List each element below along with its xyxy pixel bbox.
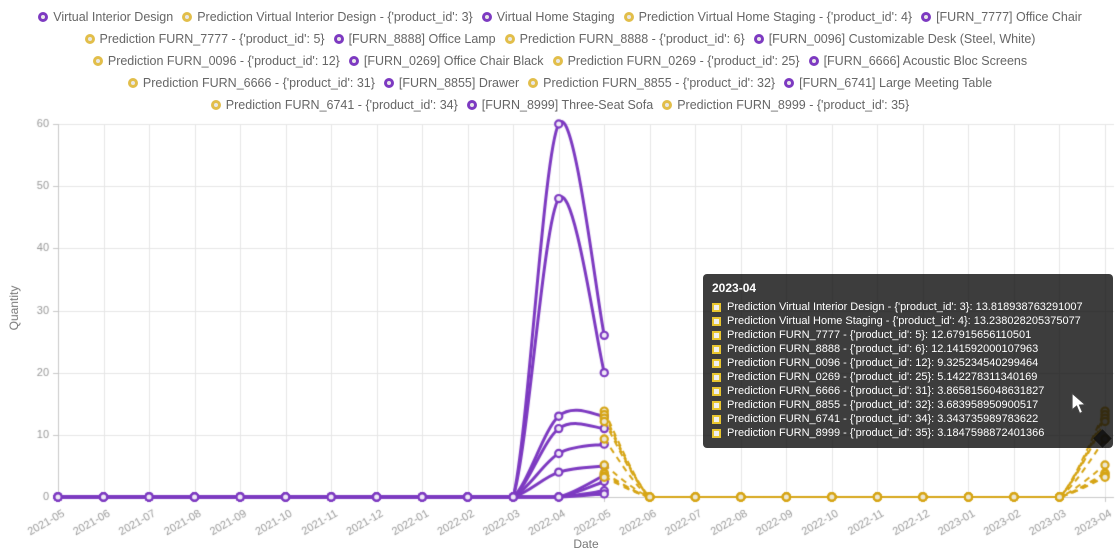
tooltip-row: Prediction Virtual Interior Design - {'p… (712, 300, 1104, 314)
legend-item[interactable]: Prediction Virtual Home Staging - {'prod… (623, 6, 913, 28)
legend-item-label: Virtual Home Staging (496, 10, 615, 24)
tooltip-row: Prediction FURN_8855 - {'product_id': 32… (712, 398, 1104, 412)
tooltip-row-text: Prediction FURN_8999 - {'product_id': 35… (727, 427, 1045, 439)
legend-item[interactable]: [FURN_6741] Large Meeting Table (784, 72, 992, 94)
tooltip-row-text: Prediction FURN_7777 - {'product_id': 5}… (727, 329, 1032, 341)
legend-item-label: Prediction FURN_7777 - {'product_id': 5} (99, 32, 325, 46)
legend-item[interactable]: Prediction FURN_8855 - {'product_id': 32… (528, 72, 775, 94)
legend-marker-circle-icon (504, 34, 515, 44)
tooltip-row: Prediction FURN_8999 - {'product_id': 35… (712, 426, 1104, 440)
legend-item-label: [FURN_6666] Acoustic Bloc Screens (823, 54, 1028, 68)
legend-item[interactable]: [FURN_8999] Three-Seat Sofa (466, 94, 654, 116)
legend-item-label: [FURN_0269] Office Chair Black (363, 54, 544, 68)
tooltip-row-text: Prediction FURN_8888 - {'product_id': 6}… (727, 343, 1039, 355)
legend-marker-circle-icon (333, 34, 344, 44)
legend-item[interactable]: [FURN_8888] Office Lamp (333, 28, 496, 50)
tooltip-series-color-chip (712, 344, 721, 354)
tooltip-row: Prediction FURN_6741 - {'product_id': 34… (712, 412, 1104, 426)
tooltip-row-text: Prediction FURN_0096 - {'product_id': 12… (727, 357, 1039, 369)
legend-marker-circle-icon (84, 34, 95, 44)
legend-item[interactable]: Virtual Home Staging (481, 6, 615, 28)
tooltip-series-color-chip (712, 414, 721, 424)
legend-marker-circle-icon (481, 12, 492, 22)
legend-marker-circle-icon (662, 100, 673, 110)
tooltip-series-color-chip (712, 330, 721, 340)
legend-item-label: Prediction FURN_0269 - {'product_id': 25… (567, 54, 800, 68)
chart-legend: Virtual Interior Design Prediction Virtua… (0, 6, 1120, 116)
tooltip-row-text: Prediction Virtual Interior Design - {'p… (727, 301, 1083, 313)
tooltip-series-color-chip (712, 358, 721, 368)
tooltip-title: 2023-04 (712, 281, 757, 295)
legend-marker-circle-icon (348, 56, 359, 66)
legend-item[interactable]: Prediction FURN_7777 - {'product_id': 5} (84, 28, 325, 50)
legend-item[interactable]: Virtual Interior Design (38, 6, 173, 28)
legend-item[interactable]: Prediction FURN_6666 - {'product_id': 31… (127, 72, 375, 94)
legend-item[interactable]: [FURN_8855] Drawer (383, 72, 520, 94)
tooltip-series-color-chip (712, 372, 721, 382)
legend-item-label: [FURN_6741] Large Meeting Table (799, 76, 993, 90)
tooltip-row: Prediction FURN_6666 - {'product_id': 31… (712, 384, 1104, 398)
legend-marker-circle-icon (753, 34, 764, 44)
legend-item-label: Prediction FURN_8855 - {'product_id': 32… (543, 76, 776, 90)
tooltip-series-color-chip (712, 428, 721, 438)
legend-marker-circle-icon (808, 56, 819, 66)
legend-item-label: [FURN_8888] Office Lamp (348, 32, 496, 46)
legend-marker-circle-icon (383, 78, 394, 88)
tooltip-series-color-chip (712, 316, 721, 326)
legend-item-label: Prediction FURN_8999 - {'product_id': 35… (677, 98, 910, 112)
legend-item[interactable]: Prediction FURN_6741 - {'product_id': 34… (210, 94, 458, 116)
tooltip-row-text: Prediction FURN_6666 - {'product_id': 31… (727, 385, 1045, 397)
legend-item-label: [FURN_8999] Three-Seat Sofa (481, 98, 654, 112)
legend-item-label: Prediction FURN_6741 - {'product_id': 34… (225, 98, 458, 112)
legend-marker-circle-icon (552, 56, 563, 66)
legend-item-label: Prediction FURN_8888 - {'product_id': 6} (519, 32, 745, 46)
tooltip-series-color-chip (712, 400, 721, 410)
legend-item-label: Prediction FURN_0096 - {'product_id': 12… (107, 54, 340, 68)
tooltip-series-color-chip (712, 386, 721, 396)
mouse-cursor (1071, 392, 1087, 415)
legend-item[interactable]: Prediction FURN_0096 - {'product_id': 12… (92, 50, 340, 72)
tooltip-row: Prediction Virtual Home Staging - {'prod… (712, 314, 1104, 328)
legend-item-label: [FURN_0096] Customizable Desk (Steel, Wh… (768, 32, 1036, 46)
legend-item-label: Prediction Virtual Interior Design - {'p… (197, 10, 473, 24)
legend-marker-circle-icon (623, 12, 634, 22)
y-axis-title: Quantity (7, 285, 21, 331)
tooltip-row: Prediction FURN_0269 - {'product_id': 25… (712, 370, 1104, 384)
legend-item[interactable]: [FURN_7777] Office Chair (921, 6, 1082, 28)
legend-item-label: Prediction FURN_6666 - {'product_id': 31… (142, 76, 375, 90)
tooltip-row-text: Prediction Virtual Home Staging - {'prod… (727, 315, 1081, 327)
tooltip-series-color-chip (712, 302, 721, 312)
tooltip-row-text: Prediction FURN_6741 - {'product_id': 34… (727, 413, 1039, 425)
legend-item-label: [FURN_8855] Drawer (398, 76, 520, 90)
legend-marker-circle-icon (784, 78, 795, 88)
legend-item[interactable]: Prediction FURN_8999 - {'product_id': 35… (662, 94, 909, 116)
tooltip-rows: Prediction Virtual Interior Design - {'p… (712, 300, 1104, 440)
legend-item-label: Prediction Virtual Home Staging - {'prod… (638, 10, 913, 24)
legend-marker-circle-icon (182, 12, 193, 22)
legend-marker-circle-icon (466, 100, 477, 110)
tooltip-row: Prediction FURN_8888 - {'product_id': 6}… (712, 342, 1104, 356)
x-axis-title: Date (573, 537, 599, 551)
tooltip-row-text: Prediction FURN_8855 - {'product_id': 32… (727, 399, 1039, 411)
legend-marker-circle-icon (528, 78, 539, 88)
tooltip-row-text: Prediction FURN_0269 - {'product_id': 25… (727, 371, 1038, 383)
legend-item[interactable]: Prediction FURN_8888 - {'product_id': 6} (504, 28, 745, 50)
legend-marker-circle-icon (921, 12, 932, 22)
legend-item-label: [FURN_7777] Office Chair (936, 10, 1082, 24)
legend-marker-circle-icon (127, 78, 138, 88)
legend-item-label: Virtual Interior Design (53, 10, 174, 24)
tooltip-row: Prediction FURN_0096 - {'product_id': 12… (712, 356, 1104, 370)
hover-tooltip: 2023-04 Prediction Virtual Interior Desi… (703, 274, 1113, 448)
legend-item[interactable]: [FURN_0096] Customizable Desk (Steel, Wh… (753, 28, 1036, 50)
legend-item[interactable]: Prediction FURN_0269 - {'product_id': 25… (552, 50, 800, 72)
legend-marker-circle-icon (38, 12, 49, 22)
legend-item[interactable]: Prediction Virtual Interior Design - {'p… (182, 6, 473, 28)
legend-marker-circle-icon (210, 100, 221, 110)
legend-item[interactable]: [FURN_6666] Acoustic Bloc Screens (808, 50, 1028, 72)
legend-marker-circle-icon (92, 56, 103, 66)
legend-item[interactable]: [FURN_0269] Office Chair Black (348, 50, 544, 72)
tooltip-row: Prediction FURN_7777 - {'product_id': 5}… (712, 328, 1104, 342)
